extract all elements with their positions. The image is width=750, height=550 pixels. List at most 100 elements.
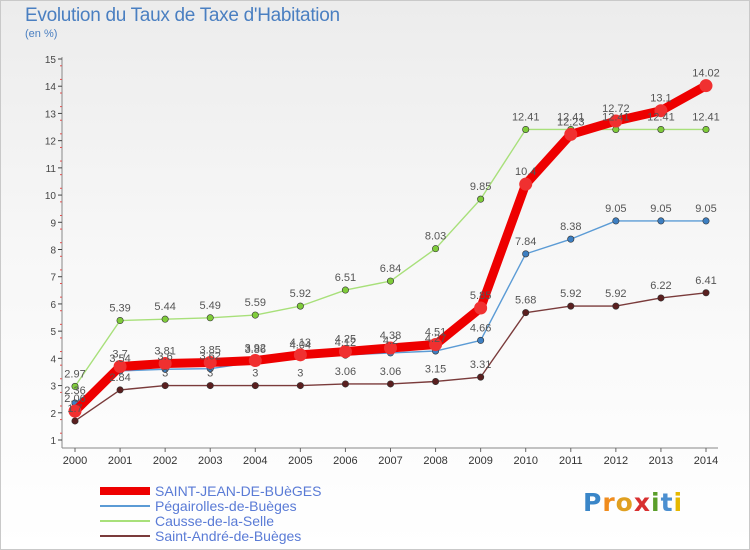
data-label: 9.05: [695, 203, 716, 215]
x-tick-label: 2006: [333, 455, 357, 467]
data-point: [474, 301, 488, 315]
data-point: [654, 104, 668, 118]
data-label: 5.92: [605, 288, 626, 300]
data-point: [477, 336, 485, 344]
data-label: 3.31: [470, 359, 491, 371]
data-label: 5.59: [245, 297, 266, 309]
y-tick-label: 3: [50, 382, 56, 393]
y-tick-label: 7: [50, 273, 56, 284]
data-label: 4.13: [290, 337, 311, 349]
data-label: 12.41: [602, 111, 630, 123]
data-label: 3: [297, 368, 303, 380]
data-point: [612, 217, 620, 225]
data-label: 4.25: [335, 334, 356, 346]
data-label: 6.41: [695, 275, 716, 287]
y-tick-label: 11: [46, 164, 57, 175]
data-point: [71, 382, 79, 390]
data-label: 8.38: [560, 221, 581, 233]
data-label: 3.15: [425, 363, 446, 375]
data-label: 6.22: [650, 280, 671, 292]
data-label: 3.62: [200, 351, 221, 363]
data-point: [567, 302, 575, 310]
data-point: [296, 302, 304, 310]
x-tick-label: 2007: [378, 455, 402, 467]
data-label: 3: [207, 368, 213, 380]
data-point: [341, 380, 349, 388]
data-point: [567, 235, 575, 243]
data-point: [702, 125, 710, 133]
data-label: 3.54: [109, 353, 130, 365]
data-point: [522, 125, 530, 133]
legend-swatch: [100, 487, 150, 495]
data-label: 6.84: [380, 263, 401, 275]
x-tick-label: 2009: [468, 455, 492, 467]
data-label: 9.85: [470, 181, 491, 193]
data-label: 3: [162, 368, 168, 380]
data-point: [432, 377, 440, 385]
data-point: [477, 373, 485, 381]
data-label: 4.27: [425, 333, 446, 345]
data-label: 3.7: [112, 349, 127, 361]
y-tick-label: 5: [50, 327, 56, 338]
data-label: 7.84: [515, 236, 536, 248]
data-point: [161, 315, 169, 323]
data-point: [113, 360, 127, 374]
data-point: [248, 354, 262, 368]
data-label: 10.4: [515, 166, 536, 178]
data-point: [386, 277, 394, 285]
y-tick-label: 10: [45, 191, 57, 202]
data-point: [206, 314, 214, 322]
x-tick-label: 2012: [604, 455, 628, 467]
data-label: 5.85: [470, 290, 491, 302]
x-tick-label: 2001: [108, 455, 132, 467]
data-label: 3: [252, 368, 258, 380]
data-point: [657, 217, 665, 225]
data-label: 3.86: [245, 344, 266, 356]
y-tick-label: 14: [45, 82, 57, 93]
data-label: 4.12: [335, 337, 356, 349]
data-label: 4.38: [380, 330, 401, 342]
data-point: [384, 341, 397, 355]
data-label: 5.44: [154, 301, 175, 313]
data-label: 4.2: [383, 335, 398, 347]
data-label: 3.81: [154, 346, 175, 358]
data-point: [522, 309, 530, 317]
data-point: [612, 302, 620, 310]
unit-label: (en %): [25, 28, 58, 40]
x-tick-label: 2005: [288, 455, 312, 467]
data-label: 3.85: [200, 344, 221, 356]
x-tick-label: 2008: [423, 455, 447, 467]
data-label: 12.72: [602, 103, 630, 115]
data-label: 8.03: [425, 231, 446, 243]
x-tick-label: 2011: [559, 455, 583, 467]
data-label: 9.05: [650, 203, 671, 215]
data-point: [68, 404, 82, 418]
data-point: [702, 217, 710, 225]
data-label: 4.04: [290, 339, 311, 351]
data-point: [429, 337, 443, 351]
data-label: 13.1: [650, 93, 671, 105]
data-point: [116, 317, 124, 325]
data-point: [158, 357, 172, 371]
y-tick-label: 13: [45, 109, 57, 120]
data-point: [477, 195, 485, 203]
y-tick-label: 6: [50, 300, 56, 311]
data-point: [206, 382, 214, 390]
legend-label: SAINT-JEAN-DE-BUèGES: [155, 483, 322, 499]
data-point: [519, 177, 533, 191]
data-label: 12.41: [557, 111, 585, 123]
legend-swatch: [100, 535, 150, 537]
data-label: 9.05: [605, 203, 626, 215]
x-tick-label: 2010: [513, 455, 537, 467]
data-label: 3.06: [335, 366, 356, 378]
data-label: 3.06: [380, 366, 401, 378]
data-point: [203, 355, 217, 369]
data-label: 12.41: [692, 111, 720, 123]
data-point: [251, 382, 259, 390]
x-tick-label: 2004: [243, 455, 267, 467]
y-tick-label: 9: [50, 218, 56, 229]
data-point: [338, 345, 352, 359]
y-tick-label: 12: [45, 137, 57, 148]
data-point: [161, 382, 169, 390]
